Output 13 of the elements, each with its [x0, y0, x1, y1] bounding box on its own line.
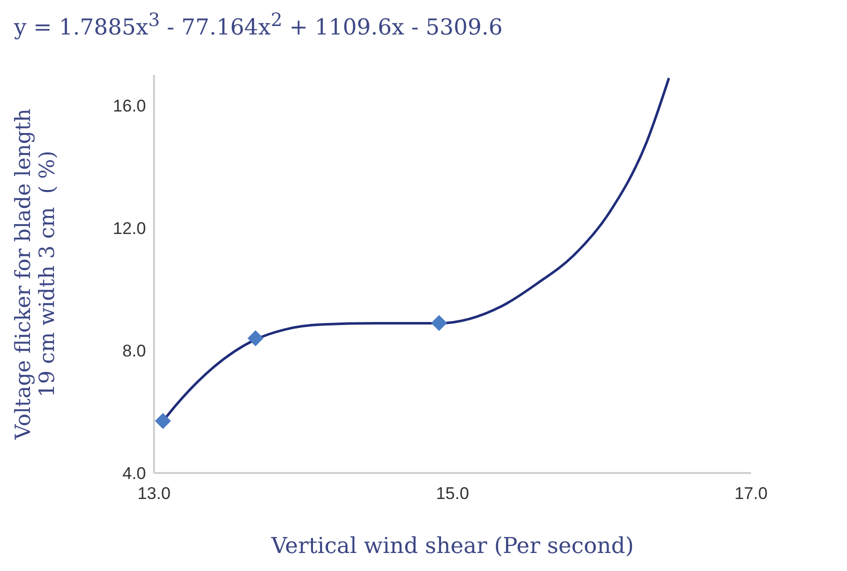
point	[431, 314, 448, 331]
y-tick-label: 12.0	[112, 219, 146, 238]
y-tick-label: 8.0	[122, 342, 146, 361]
y-tick-label: 16.0	[112, 96, 146, 116]
x-tick-label: 15.0	[436, 484, 470, 504]
point	[247, 330, 264, 346]
text: y = 1.7885x$^{3}$ - 77.164x$^{2}$ + 1109.6x - 5309.6	[14, 10, 503, 40]
x-tick-label: 13.0	[137, 484, 171, 504]
y-axis-title: Voltage flicker for blade length 19 cm width 3 cm ( %)	[11, 108, 59, 440]
x-tick-label: 17.0	[734, 484, 768, 504]
y-tick-label: 4.0	[122, 464, 146, 484]
x-axis-title: Vertical wind shear (Per second)	[270, 534, 634, 559]
point	[154, 412, 171, 429]
